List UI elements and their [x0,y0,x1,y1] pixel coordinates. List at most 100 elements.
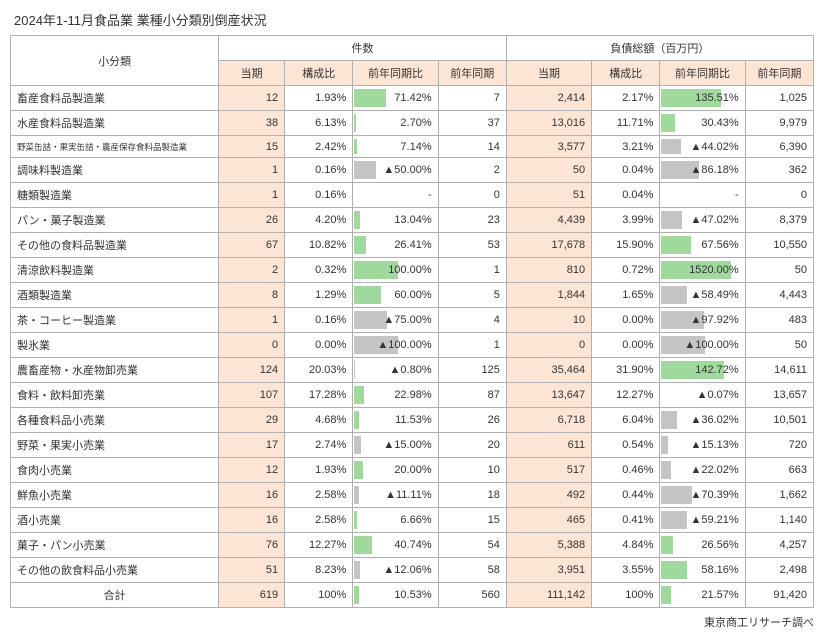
cell: 67 [219,233,285,258]
cell: 26 [438,408,506,433]
cell: 720 [745,433,813,458]
cell: 125 [438,358,506,383]
cell: 0.00% [592,333,660,358]
cell-yoy: 6.66% [353,508,438,533]
cell: 2.17% [592,86,660,111]
cell: 560 [438,583,506,608]
hdr-category: 小分類 [11,36,219,86]
cell-yoy: 58.16% [660,558,745,583]
cell: 6.04% [592,408,660,433]
cell: 13,657 [745,383,813,408]
cell: 50 [745,333,813,358]
cell: 37 [438,111,506,136]
cell-yoy: 21.57% [660,583,745,608]
cell: 18 [438,483,506,508]
row-label: 合計 [11,583,219,608]
cell: 0.16% [285,158,353,183]
cell: 15 [438,508,506,533]
cell: 12 [219,458,285,483]
cell: 0.00% [285,333,353,358]
cell: 13,016 [506,111,591,136]
cell: 3.21% [592,136,660,158]
cell-yoy: 40.74% [353,533,438,558]
cell: 8,379 [745,208,813,233]
cell-yoy: 10.53% [353,583,438,608]
cell: 0.44% [592,483,660,508]
cell: 8.23% [285,558,353,583]
cell: 9,979 [745,111,813,136]
cell-yoy: ▲22.02% [660,458,745,483]
hdr-debt-current: 当期 [506,61,591,86]
cell: 58 [438,558,506,583]
row-label: 酒類製造業 [11,283,219,308]
row-label: 調味料製造業 [11,158,219,183]
row-label: 食料・飲料卸売業 [11,383,219,408]
cell: 10,501 [745,408,813,433]
cell: 2.74% [285,433,353,458]
cell: 124 [219,358,285,383]
cell: 0.54% [592,433,660,458]
cell: 4.68% [285,408,353,433]
cell: 0.04% [592,158,660,183]
cell: 3,951 [506,558,591,583]
row-label: パン・菓子製造業 [11,208,219,233]
cell: 362 [745,158,813,183]
cell-yoy: ▲75.00% [353,308,438,333]
cell: 17 [219,433,285,458]
cell: 23 [438,208,506,233]
cell: 16 [219,483,285,508]
table-row: 水産食料品製造業386.13%2.70%3713,01611.71%30.43%… [11,111,814,136]
cell: 3.55% [592,558,660,583]
cell-yoy: - [660,183,745,208]
table-row: 野菜缶詰・果実缶詰・農産保存食料品製造業152.42%7.14%143,5773… [11,136,814,158]
cell: 20 [438,433,506,458]
cell: 107 [219,383,285,408]
cell: 1.93% [285,458,353,483]
cell: 111,142 [506,583,591,608]
row-label: 食肉小売業 [11,458,219,483]
table-row: 製氷業00.00%▲100.00%100.00%▲100.00%50 [11,333,814,358]
cell: 5 [438,283,506,308]
cell-yoy: 26.41% [353,233,438,258]
cell-yoy: ▲0.80% [353,358,438,383]
cell: 1,140 [745,508,813,533]
cell: 4,443 [745,283,813,308]
cell: 87 [438,383,506,408]
cell: 663 [745,458,813,483]
cell: 0 [506,333,591,358]
hdr-count-group: 件数 [219,36,507,61]
cell-yoy: 2.70% [353,111,438,136]
cell: 0.04% [592,183,660,208]
cell-yoy: 13.04% [353,208,438,233]
cell-yoy: 100.00% [353,258,438,283]
table-row: 鮮魚小売業162.58%▲11.11%184920.44%▲70.39%1,66… [11,483,814,508]
cell: 1 [438,333,506,358]
cell: 0.16% [285,183,353,208]
cell: 10 [438,458,506,483]
table-row: 清涼飲料製造業20.32%100.00%18100.72%1520.00%50 [11,258,814,283]
cell: 50 [506,158,591,183]
cell-yoy: ▲100.00% [660,333,745,358]
cell: 1,662 [745,483,813,508]
cell: 12 [219,86,285,111]
cell-yoy: ▲47.02% [660,208,745,233]
cell: 2 [219,258,285,283]
cell: 4,257 [745,533,813,558]
cell: 76 [219,533,285,558]
cell-yoy: 30.43% [660,111,745,136]
table-row: 茶・コーヒー製造業10.16%▲75.00%4100.00%▲97.92%483 [11,308,814,333]
cell: 1 [219,308,285,333]
cell: 0.72% [592,258,660,283]
cell: 17,678 [506,233,591,258]
total-row: 合計619100%10.53%560111,142100%21.57%91,42… [11,583,814,608]
cell: 619 [219,583,285,608]
cell: 4,439 [506,208,591,233]
table-row: パン・菓子製造業264.20%13.04%234,4393.99%▲47.02%… [11,208,814,233]
cell: 517 [506,458,591,483]
table-row: 畜産食料品製造業121.93%71.42%72,4142.17%135.51%1… [11,86,814,111]
table-row: 酒小売業162.58%6.66%154650.41%▲59.21%1,140 [11,508,814,533]
cell: 1 [219,183,285,208]
hdr-cnt-yoy: 前年同期比 [353,61,438,86]
cell-yoy: ▲36.02% [660,408,745,433]
cell: 100% [592,583,660,608]
